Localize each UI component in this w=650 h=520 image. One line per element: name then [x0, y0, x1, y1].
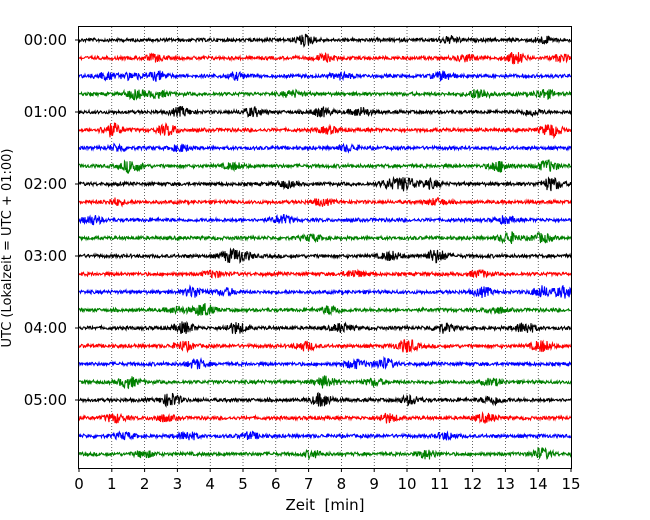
seismic-trace [78, 430, 572, 441]
seismic-trace [78, 446, 572, 461]
seismic-trace [78, 88, 572, 101]
x-tick-label: 6 [271, 475, 281, 493]
seismic-trace [78, 105, 572, 119]
x-tick-label: 12 [463, 475, 482, 493]
seismic-trace [78, 33, 572, 48]
x-axis-ticks: 0 1 2 3 4 5 6 7 8 9 10 11 12 13 14 15 [74, 468, 581, 493]
seismic-trace [78, 142, 572, 154]
seismic-traces [78, 33, 572, 461]
y-tick-label: 03:00 [24, 247, 67, 265]
seismic-trace [78, 70, 572, 82]
seismic-trace [78, 51, 572, 65]
y-tick-label: 02:00 [24, 175, 67, 193]
x-tick-label: 3 [173, 475, 183, 493]
x-tick-label: 13 [496, 475, 515, 493]
seismic-trace [78, 159, 572, 175]
seismic-trace [78, 391, 572, 408]
x-tick-label: 14 [529, 475, 548, 493]
x-axis-label: Zeit [min] [285, 496, 364, 514]
x-tick-label: 7 [304, 475, 314, 493]
y-tick-label: 00:00 [24, 31, 67, 49]
x-tick-label: 8 [337, 475, 347, 493]
x-tick-label: 4 [205, 475, 215, 493]
seismic-trace [78, 303, 572, 317]
y-tick-label: 05:00 [24, 391, 67, 409]
seismic-trace [78, 375, 572, 390]
x-tick-label: 0 [74, 475, 84, 493]
y-axis-label: UTC (Lokalzeit = UTC + 01:00) [0, 149, 15, 348]
seismic-trace [78, 284, 572, 299]
seismic-trace [78, 320, 572, 335]
x-tick-label: 11 [430, 475, 449, 493]
seismic-trace [78, 339, 572, 354]
seismic-trace [78, 355, 572, 370]
y-axis-ticks: 00:00 01:00 02:00 03:00 04:00 05:00 [24, 31, 79, 409]
x-tick-label: 9 [369, 475, 379, 493]
seismic-trace [78, 268, 572, 279]
x-tick-label: 2 [140, 475, 150, 493]
seismic-trace [78, 247, 572, 264]
seismic-trace [78, 230, 572, 245]
seismic-trace [78, 122, 572, 140]
seismic-trace [78, 410, 572, 424]
plot-frame [78, 26, 572, 469]
x-tick-label: 5 [238, 475, 248, 493]
x-tick-label: 1 [107, 475, 117, 493]
seismic-trace [78, 175, 572, 192]
seismic-trace [78, 196, 572, 208]
y-tick-label: 04:00 [24, 319, 67, 337]
x-tick-label: 15 [561, 475, 580, 493]
y-tick-label: 01:00 [24, 103, 67, 121]
x-tick-label: 10 [397, 475, 416, 493]
seismic-trace [78, 214, 572, 226]
